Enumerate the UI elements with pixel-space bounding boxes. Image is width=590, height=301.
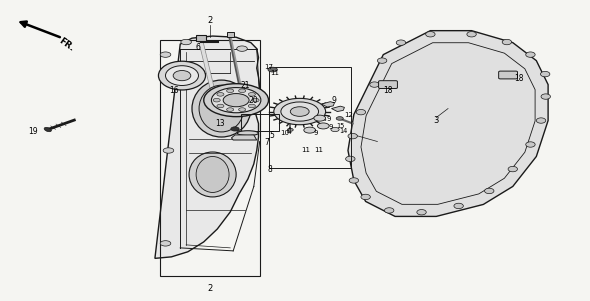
- Ellipse shape: [425, 32, 435, 37]
- Text: 20: 20: [249, 96, 258, 105]
- Ellipse shape: [454, 203, 463, 209]
- Ellipse shape: [159, 61, 205, 90]
- Ellipse shape: [484, 188, 494, 194]
- Ellipse shape: [349, 178, 359, 183]
- Ellipse shape: [217, 92, 224, 96]
- Bar: [227, 33, 234, 37]
- Ellipse shape: [213, 98, 220, 102]
- Text: 2: 2: [207, 284, 212, 293]
- Ellipse shape: [396, 40, 406, 45]
- Text: 11: 11: [270, 70, 280, 76]
- Text: 15: 15: [337, 123, 345, 129]
- Ellipse shape: [238, 89, 245, 93]
- Bar: [160, 40, 260, 276]
- Text: 12: 12: [345, 112, 353, 118]
- Text: 3: 3: [434, 116, 439, 125]
- Ellipse shape: [173, 70, 191, 81]
- Text: 18: 18: [384, 86, 393, 95]
- Ellipse shape: [237, 131, 258, 135]
- Text: 14: 14: [339, 128, 348, 134]
- Ellipse shape: [227, 89, 234, 93]
- Ellipse shape: [346, 156, 355, 162]
- Ellipse shape: [317, 123, 329, 129]
- Text: 7: 7: [264, 138, 269, 147]
- Polygon shape: [155, 36, 260, 258]
- Ellipse shape: [217, 104, 224, 108]
- Bar: [268, 67, 351, 169]
- Ellipse shape: [160, 52, 171, 57]
- Ellipse shape: [204, 84, 268, 117]
- Ellipse shape: [526, 52, 535, 57]
- Polygon shape: [332, 106, 345, 112]
- Text: 18: 18: [514, 74, 523, 83]
- Ellipse shape: [181, 39, 191, 45]
- Ellipse shape: [304, 127, 316, 133]
- Ellipse shape: [189, 152, 236, 197]
- Ellipse shape: [248, 104, 255, 108]
- Ellipse shape: [348, 133, 358, 139]
- Text: 17: 17: [264, 64, 274, 70]
- Ellipse shape: [211, 88, 261, 113]
- Ellipse shape: [378, 58, 387, 63]
- Text: 9: 9: [328, 123, 333, 129]
- Polygon shape: [231, 135, 257, 140]
- Ellipse shape: [287, 128, 293, 131]
- Ellipse shape: [526, 142, 535, 147]
- Ellipse shape: [536, 118, 546, 123]
- Ellipse shape: [290, 107, 309, 116]
- Ellipse shape: [248, 92, 255, 96]
- Ellipse shape: [231, 127, 239, 131]
- Ellipse shape: [44, 127, 51, 132]
- Ellipse shape: [361, 194, 371, 200]
- Text: 9: 9: [327, 116, 332, 122]
- Ellipse shape: [268, 67, 277, 72]
- Ellipse shape: [314, 115, 326, 121]
- Ellipse shape: [252, 98, 259, 102]
- Text: 9: 9: [313, 130, 318, 136]
- Text: 5: 5: [269, 131, 274, 140]
- Text: 4: 4: [287, 127, 291, 136]
- Ellipse shape: [385, 208, 394, 213]
- Text: 16: 16: [169, 86, 179, 95]
- Text: 13: 13: [215, 119, 224, 128]
- Ellipse shape: [196, 157, 229, 192]
- Text: 2: 2: [207, 16, 212, 25]
- Text: 19: 19: [28, 126, 38, 135]
- Ellipse shape: [336, 117, 343, 120]
- Text: 9: 9: [332, 96, 336, 105]
- Ellipse shape: [223, 94, 249, 107]
- Ellipse shape: [227, 108, 234, 111]
- Text: 8: 8: [268, 166, 273, 175]
- Ellipse shape: [540, 71, 550, 77]
- Ellipse shape: [160, 241, 171, 246]
- Bar: [196, 35, 205, 41]
- Ellipse shape: [502, 39, 512, 45]
- Ellipse shape: [541, 94, 550, 99]
- Ellipse shape: [417, 209, 426, 215]
- Ellipse shape: [508, 166, 517, 172]
- Ellipse shape: [467, 32, 476, 37]
- Polygon shape: [348, 31, 548, 216]
- Polygon shape: [322, 102, 335, 107]
- Ellipse shape: [237, 46, 247, 51]
- Bar: [241, 114, 279, 131]
- Ellipse shape: [331, 127, 339, 132]
- Text: 21: 21: [240, 81, 250, 90]
- Ellipse shape: [163, 148, 173, 153]
- Text: 10: 10: [280, 129, 290, 135]
- Ellipse shape: [281, 102, 319, 121]
- Ellipse shape: [274, 98, 326, 125]
- FancyBboxPatch shape: [499, 71, 517, 79]
- Text: 11: 11: [314, 147, 323, 153]
- Text: FR.: FR.: [57, 37, 76, 54]
- Ellipse shape: [356, 110, 366, 115]
- Ellipse shape: [192, 80, 251, 137]
- FancyBboxPatch shape: [379, 81, 398, 88]
- Ellipse shape: [199, 85, 244, 132]
- Ellipse shape: [166, 66, 198, 85]
- Text: 11: 11: [301, 147, 310, 153]
- Text: 6: 6: [195, 43, 201, 52]
- Ellipse shape: [370, 82, 379, 87]
- Ellipse shape: [238, 108, 245, 111]
